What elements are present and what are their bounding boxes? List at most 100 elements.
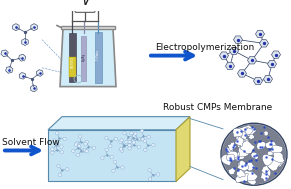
Polygon shape <box>272 152 284 163</box>
Polygon shape <box>240 141 255 154</box>
Polygon shape <box>240 165 248 172</box>
Polygon shape <box>84 142 87 145</box>
Polygon shape <box>77 144 81 148</box>
Polygon shape <box>226 62 235 70</box>
Bar <box>95 32 102 83</box>
Polygon shape <box>55 143 58 146</box>
Polygon shape <box>237 169 245 178</box>
Polygon shape <box>237 160 248 170</box>
Polygon shape <box>141 138 145 141</box>
Polygon shape <box>237 169 251 180</box>
Polygon shape <box>270 145 283 156</box>
Polygon shape <box>237 138 249 149</box>
Polygon shape <box>108 145 112 148</box>
Polygon shape <box>48 117 190 130</box>
Polygon shape <box>230 47 239 55</box>
Polygon shape <box>245 162 255 171</box>
Polygon shape <box>266 157 281 171</box>
Polygon shape <box>260 40 269 47</box>
Polygon shape <box>244 170 258 181</box>
Polygon shape <box>119 148 123 151</box>
Polygon shape <box>156 173 160 176</box>
Polygon shape <box>219 52 228 59</box>
Polygon shape <box>235 152 245 161</box>
Text: CNT/ITO: CNT/ITO <box>70 56 74 68</box>
Polygon shape <box>120 166 124 169</box>
Polygon shape <box>248 57 256 64</box>
Text: Ag/Ag: Ag/Ag <box>82 53 86 61</box>
Polygon shape <box>237 142 244 146</box>
Bar <box>69 57 76 77</box>
Polygon shape <box>128 140 132 144</box>
Polygon shape <box>105 148 109 151</box>
Polygon shape <box>251 152 258 160</box>
Polygon shape <box>127 144 132 147</box>
Polygon shape <box>132 134 136 137</box>
Text: Ti Plate: Ti Plate <box>96 50 100 60</box>
Polygon shape <box>261 172 269 182</box>
Polygon shape <box>30 85 37 92</box>
Polygon shape <box>267 60 276 68</box>
Polygon shape <box>233 36 242 43</box>
Polygon shape <box>50 148 54 151</box>
Polygon shape <box>253 77 262 85</box>
Polygon shape <box>143 139 147 143</box>
Polygon shape <box>22 38 28 46</box>
Text: Electropolymerization: Electropolymerization <box>155 43 254 52</box>
Polygon shape <box>31 24 37 31</box>
Polygon shape <box>265 141 276 148</box>
Polygon shape <box>128 147 132 150</box>
Polygon shape <box>111 169 116 172</box>
Polygon shape <box>129 132 133 135</box>
Polygon shape <box>261 166 269 174</box>
Polygon shape <box>176 117 190 181</box>
Polygon shape <box>114 137 118 140</box>
Polygon shape <box>58 173 62 176</box>
Polygon shape <box>19 54 26 61</box>
Polygon shape <box>76 153 80 156</box>
Polygon shape <box>85 140 89 143</box>
Polygon shape <box>13 24 19 31</box>
Polygon shape <box>238 146 250 157</box>
Polygon shape <box>255 30 265 38</box>
Polygon shape <box>50 151 54 154</box>
Polygon shape <box>74 143 78 146</box>
Polygon shape <box>48 130 176 181</box>
Polygon shape <box>127 143 131 146</box>
Polygon shape <box>235 136 244 146</box>
Polygon shape <box>137 145 141 148</box>
Polygon shape <box>261 168 271 177</box>
Polygon shape <box>233 128 243 137</box>
Polygon shape <box>244 125 257 137</box>
Polygon shape <box>143 148 147 151</box>
Polygon shape <box>6 66 13 73</box>
Polygon shape <box>239 139 245 146</box>
Polygon shape <box>56 164 61 167</box>
Polygon shape <box>228 151 238 160</box>
Polygon shape <box>119 140 123 143</box>
Polygon shape <box>36 70 43 76</box>
Polygon shape <box>263 75 272 83</box>
Polygon shape <box>226 147 233 155</box>
Polygon shape <box>257 142 266 150</box>
Polygon shape <box>237 70 246 77</box>
Polygon shape <box>59 145 63 148</box>
Polygon shape <box>83 149 87 152</box>
Polygon shape <box>228 168 235 175</box>
Bar <box>81 36 86 81</box>
Polygon shape <box>110 156 114 159</box>
Polygon shape <box>272 51 281 58</box>
Polygon shape <box>100 156 104 159</box>
Polygon shape <box>148 169 152 172</box>
Polygon shape <box>267 151 273 156</box>
Polygon shape <box>133 132 137 135</box>
Polygon shape <box>120 139 124 142</box>
Polygon shape <box>147 136 151 139</box>
Polygon shape <box>227 142 237 151</box>
Polygon shape <box>264 131 268 136</box>
Polygon shape <box>241 132 247 139</box>
Polygon shape <box>52 139 56 142</box>
Polygon shape <box>131 138 135 142</box>
Polygon shape <box>246 174 253 180</box>
Polygon shape <box>226 154 235 161</box>
